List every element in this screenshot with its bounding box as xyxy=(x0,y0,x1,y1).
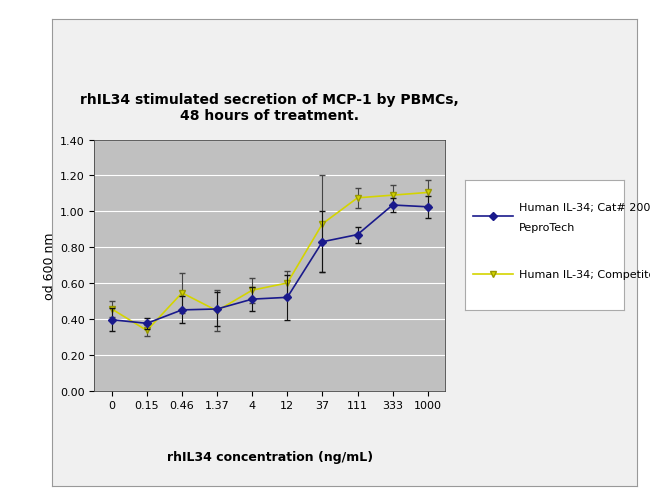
Y-axis label: od 600 nm: od 600 nm xyxy=(43,232,56,299)
Text: Human IL-34; Competitor: Human IL-34; Competitor xyxy=(519,269,650,279)
Text: rhIL34 stimulated secretion of MCP-1 by PBMCs,
48 hours of treatment.: rhIL34 stimulated secretion of MCP-1 by … xyxy=(81,93,459,123)
Text: PeproTech: PeproTech xyxy=(519,222,575,232)
Text: rhIL34 concentration (ng/mL): rhIL34 concentration (ng/mL) xyxy=(166,450,373,463)
Text: Human IL-34; Cat# 200-34;: Human IL-34; Cat# 200-34; xyxy=(519,203,650,213)
